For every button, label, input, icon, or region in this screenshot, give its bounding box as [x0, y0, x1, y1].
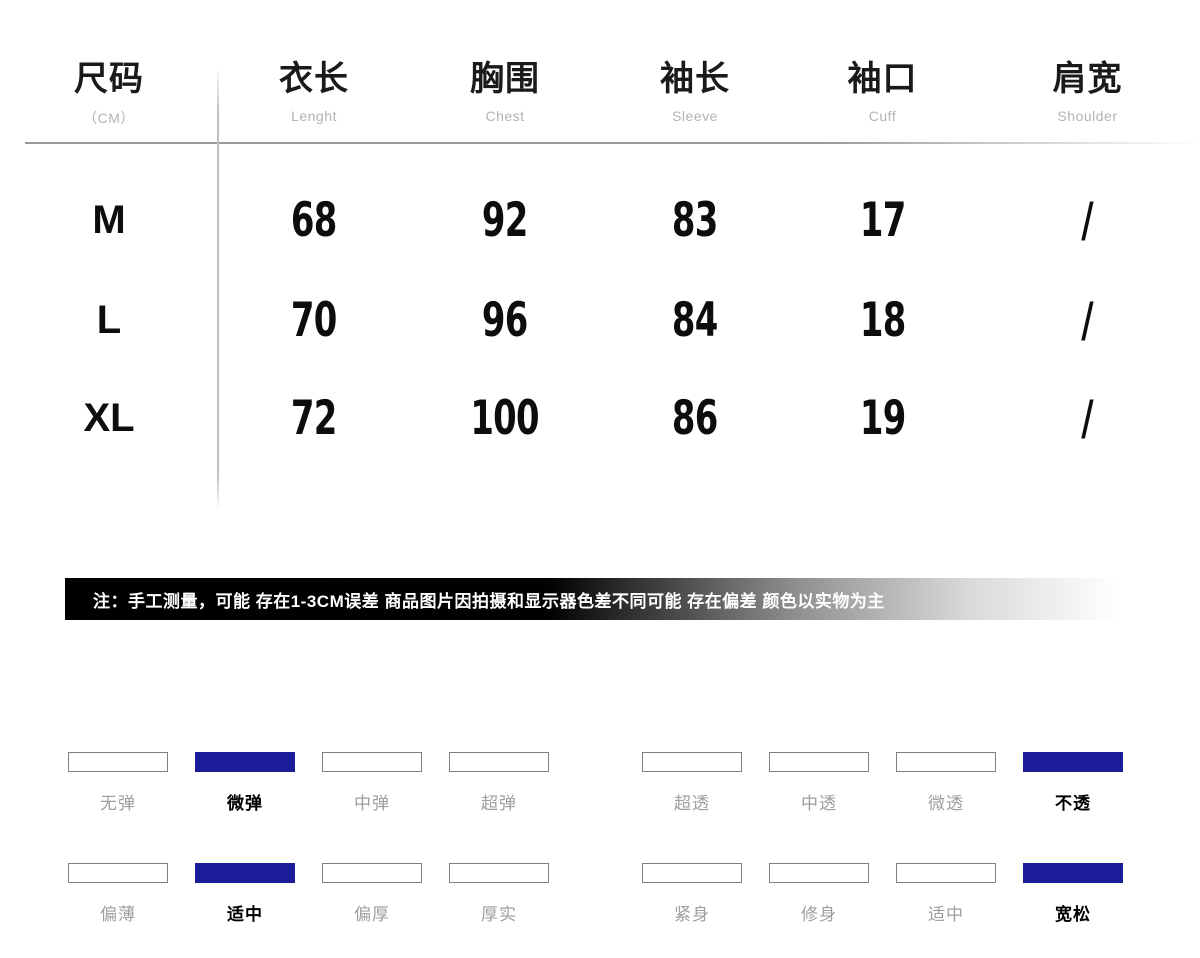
cell-cuff: 17 — [859, 192, 906, 248]
cell-chest: 96 — [482, 292, 528, 348]
size-label: XL — [83, 395, 135, 440]
attr-box-empty — [642, 752, 742, 772]
attr-option-opaque: 不透 — [1023, 752, 1123, 814]
column-header-sublabel: Cuff — [868, 108, 897, 125]
attr-box-filled — [1023, 863, 1123, 883]
column-header-cuff: 袖口 Cuff — [790, 60, 975, 128]
cell-cuff: 18 — [859, 292, 906, 348]
column-header-label: 胸围 — [470, 60, 540, 98]
attr-option-very-thick: 厚实 — [449, 863, 549, 925]
attr-option-label: 偏厚 — [354, 905, 390, 924]
attr-option-label: 紧身 — [674, 905, 710, 924]
column-header-sublabel: Sleeve — [672, 108, 718, 125]
attr-option-label: 适中 — [227, 905, 263, 924]
cell-shoulder: / — [1081, 192, 1094, 248]
cell-chest: 92 — [482, 192, 528, 248]
attr-option-regular-fit: 适中 — [896, 863, 996, 925]
attr-option-label: 中透 — [801, 794, 837, 813]
column-header-sleeve: 袖长 Sleeve — [600, 60, 790, 128]
cell-length: 72 — [291, 390, 337, 446]
attr-option-loose-fit: 宽松 — [1023, 863, 1123, 925]
fit-scale: 紧身 修身 适中 宽松 — [642, 863, 1123, 925]
attr-box-empty — [449, 863, 549, 883]
attr-box-filled — [195, 752, 295, 772]
size-column-divider-line — [217, 68, 219, 510]
cell-cuff: 19 — [859, 390, 906, 446]
attribute-row-elasticity-transparency: 无弹 微弹 中弹 超弹 超透 中透 — [68, 752, 1123, 814]
attr-option-label: 不透 — [1055, 794, 1091, 813]
attr-option-tight-fit: 紧身 — [642, 863, 742, 925]
attr-box-empty — [769, 863, 869, 883]
cell-shoulder: / — [1081, 390, 1094, 446]
attr-option-medium-sheer: 中透 — [769, 752, 869, 814]
column-header-sublabel: （CM） — [83, 110, 135, 127]
table-row: L 70 96 84 18 / — [0, 270, 1200, 370]
attr-box-filled — [1023, 752, 1123, 772]
cell-length: 68 — [291, 192, 337, 248]
attr-option-very-sheer: 超透 — [642, 752, 742, 814]
attr-box-empty — [322, 752, 422, 772]
size-label: L — [96, 297, 122, 342]
column-header-shoulder: 肩宽 Shoulder — [975, 60, 1200, 128]
transparency-scale: 超透 中透 微透 不透 — [642, 752, 1123, 814]
column-header-label: 袖口 — [847, 60, 918, 98]
attr-option-label: 修身 — [801, 905, 837, 924]
table-row: XL 72 100 86 19 / — [0, 368, 1200, 468]
cell-length: 70 — [291, 292, 337, 348]
size-label: M — [92, 197, 126, 242]
attr-option-slight-stretch: 微弹 — [195, 752, 295, 814]
column-header-sublabel: Shoulder — [1057, 108, 1118, 125]
attr-box-empty — [322, 863, 422, 883]
attr-box-empty — [896, 863, 996, 883]
attr-option-label: 微透 — [928, 794, 964, 813]
column-header-label: 袖长 — [660, 60, 730, 98]
note-bar: 注：手工测量，可能 存在1-3CM误差 商品图片因拍摄和显示器色差不同可能 存在… — [65, 578, 1140, 620]
attr-option-medium-thickness: 适中 — [195, 863, 295, 925]
attr-option-slight-sheer: 微透 — [896, 752, 996, 814]
attr-option-label: 微弹 — [227, 794, 263, 813]
attr-option-slim-fit: 修身 — [769, 863, 869, 925]
attr-option-label: 无弹 — [100, 794, 136, 813]
attr-option-label: 厚实 — [481, 905, 517, 924]
column-header-label: 肩宽 — [1052, 60, 1123, 98]
attr-box-empty — [769, 752, 869, 772]
column-header-chest: 胸围 Chest — [410, 60, 600, 128]
elasticity-scale: 无弹 微弹 中弹 超弹 — [68, 752, 549, 814]
attr-box-empty — [642, 863, 742, 883]
attr-option-label: 偏薄 — [100, 905, 136, 924]
column-header-label: 衣长 — [279, 60, 349, 98]
table-row: M 68 92 83 17 / — [0, 170, 1200, 270]
attr-option-thin: 偏薄 — [68, 863, 168, 925]
cell-sleeve: 86 — [672, 390, 718, 446]
cell-sleeve: 83 — [672, 192, 718, 248]
attr-box-filled — [195, 863, 295, 883]
attr-box-empty — [896, 752, 996, 772]
column-header-label: 尺码 — [74, 60, 144, 98]
column-header-sublabel: Chest — [485, 108, 525, 125]
thickness-scale: 偏薄 适中 偏厚 厚实 — [68, 863, 549, 925]
attr-option-label: 超弹 — [481, 794, 517, 813]
cell-sleeve: 84 — [672, 292, 718, 348]
attr-option-label: 适中 — [928, 905, 964, 924]
attr-box-empty — [68, 752, 168, 772]
attr-option-label: 中弹 — [354, 794, 390, 813]
note-text: 注：手工测量，可能 存在1-3CM误差 商品图片因拍摄和显示器色差不同可能 存在… — [93, 591, 885, 611]
cell-chest: 100 — [470, 390, 540, 446]
header-divider-line — [25, 142, 1200, 144]
attr-box-empty — [449, 752, 549, 772]
cell-shoulder: / — [1081, 292, 1094, 348]
attr-option-thick: 偏厚 — [322, 863, 422, 925]
attr-option-label: 超透 — [674, 794, 710, 813]
size-table-header: 尺码 （CM） 衣长 Lenght 胸围 Chest 袖长 Sleeve 袖口 … — [0, 60, 1200, 128]
attribute-row-thickness-fit: 偏薄 适中 偏厚 厚实 紧身 修身 — [68, 863, 1123, 925]
attr-option-super-stretch: 超弹 — [449, 752, 549, 814]
attr-option-label: 宽松 — [1055, 905, 1091, 924]
attr-box-empty — [68, 863, 168, 883]
attr-option-medium-stretch: 中弹 — [322, 752, 422, 814]
column-header-size: 尺码 （CM） — [0, 60, 218, 128]
column-header-length: 衣长 Lenght — [218, 60, 410, 128]
attr-option-no-stretch: 无弹 — [68, 752, 168, 814]
column-header-sublabel: Lenght — [291, 108, 337, 125]
